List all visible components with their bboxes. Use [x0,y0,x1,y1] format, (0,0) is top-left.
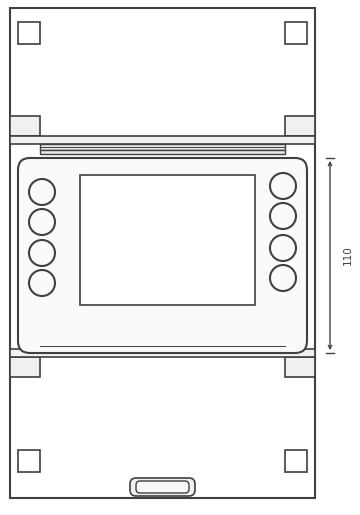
Bar [40,343,285,349]
Bar [40,144,285,150]
Bar [10,136,315,144]
FancyBboxPatch shape [136,481,189,493]
Bar [18,22,40,44]
Bar [285,357,315,377]
Bar [285,116,315,136]
FancyBboxPatch shape [18,158,307,353]
Text: 110: 110 [343,245,353,265]
Bar [285,22,307,44]
Bar [10,8,315,498]
Bar [80,175,255,305]
Bar [10,349,315,357]
FancyBboxPatch shape [130,478,195,496]
Bar [10,116,40,136]
Bar [10,357,40,377]
Bar [18,450,40,472]
Bar [40,337,285,343]
Bar [40,150,285,154]
Bar [285,450,307,472]
